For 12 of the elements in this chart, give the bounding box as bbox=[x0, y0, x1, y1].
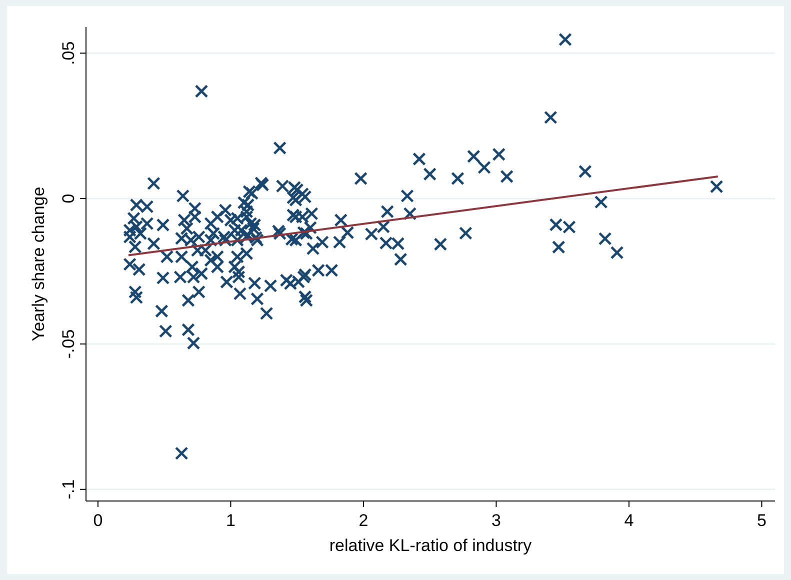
x-tick-label: 3 bbox=[491, 511, 501, 530]
y-tick-label: .05 bbox=[59, 41, 78, 65]
x-tick-label: 0 bbox=[93, 511, 103, 530]
x-tick-label: 2 bbox=[358, 511, 368, 530]
x-tick-label: 4 bbox=[624, 511, 634, 530]
x-tick-label: 5 bbox=[756, 511, 766, 530]
y-tick-label: 0 bbox=[59, 194, 78, 204]
x-tick-label: 1 bbox=[226, 511, 236, 530]
y-tick-label: -.05 bbox=[59, 329, 78, 359]
x-axis-title: relative KL-ratio of industry bbox=[329, 536, 532, 555]
y-axis-title: Yearly share change bbox=[29, 186, 48, 342]
y-tick-label: -.1 bbox=[59, 479, 78, 500]
